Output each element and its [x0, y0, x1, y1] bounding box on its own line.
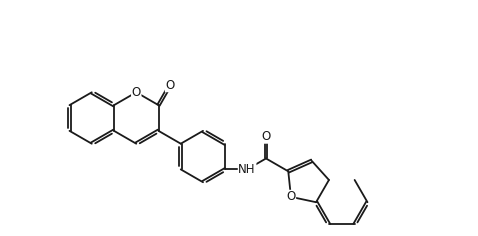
Text: O: O — [131, 86, 141, 99]
Text: O: O — [286, 190, 295, 203]
Text: O: O — [261, 130, 271, 143]
Text: NH: NH — [239, 163, 256, 176]
Text: O: O — [165, 79, 174, 92]
